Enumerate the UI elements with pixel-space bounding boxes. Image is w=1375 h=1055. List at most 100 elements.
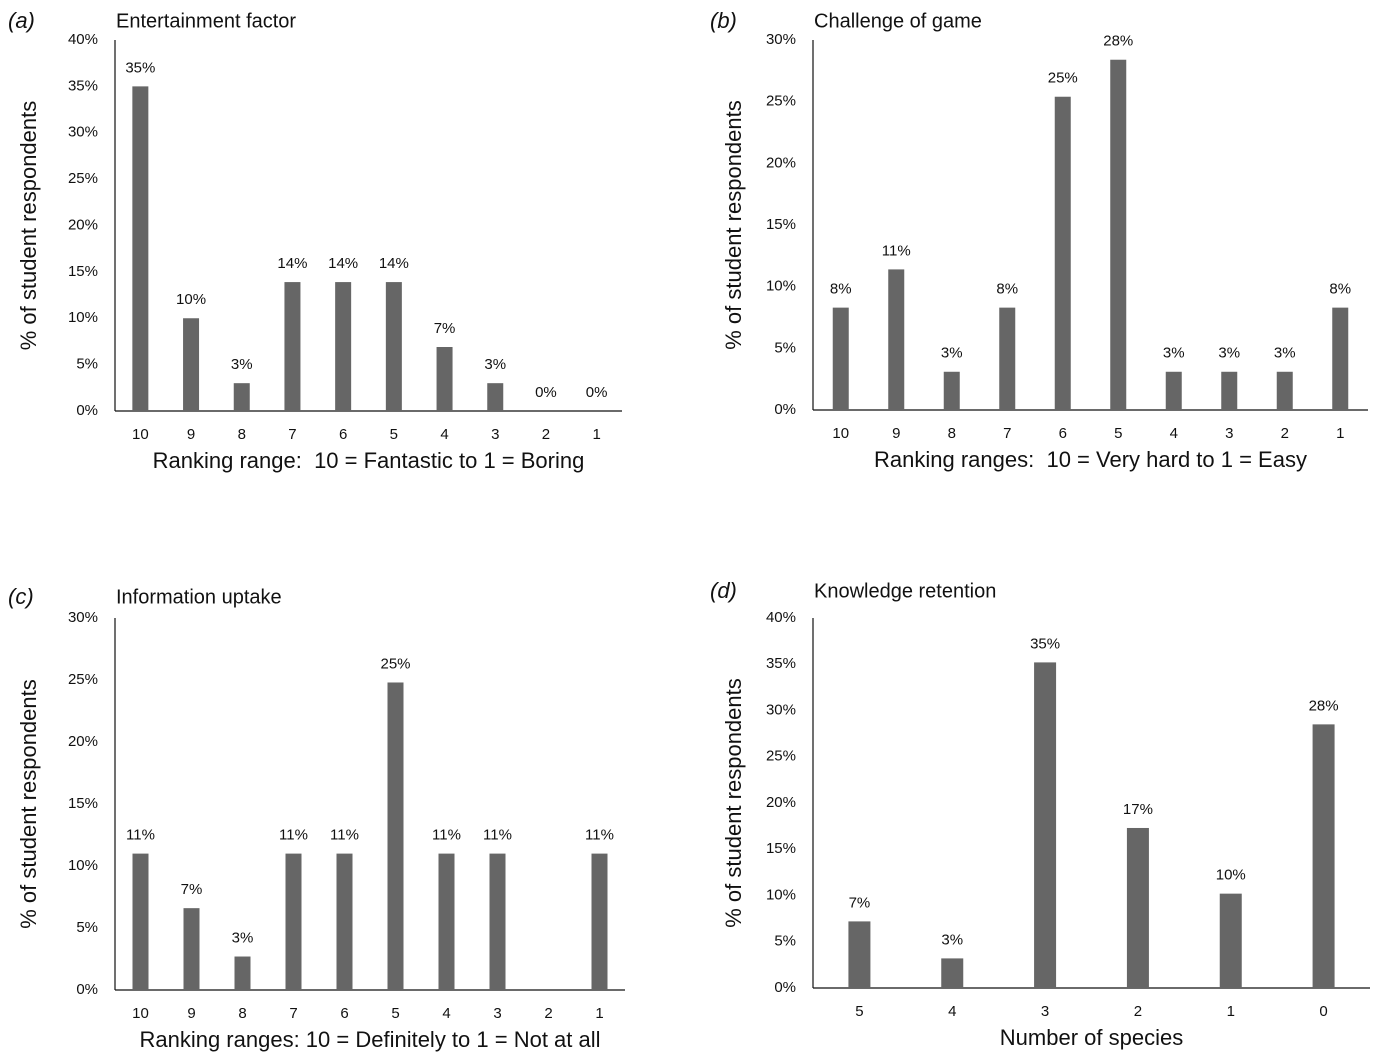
y-tick-label: 5%	[774, 933, 796, 950]
data-label: 7%	[434, 320, 456, 337]
x-tick-label: 2	[1134, 1003, 1142, 1020]
bar	[183, 318, 200, 411]
x-tick-label: 7	[288, 426, 296, 443]
bar	[1126, 827, 1149, 988]
y-tick-label: 15%	[766, 840, 796, 857]
y-tick-label: 20%	[766, 794, 796, 811]
x-axis-title: Ranking ranges: 10 = Definitely to 1 = N…	[139, 1027, 600, 1052]
data-label: 25%	[380, 655, 410, 672]
bar	[1221, 371, 1238, 410]
x-axis-title: Ranking ranges: 10 = Very hard to 1 = Ea…	[874, 447, 1307, 472]
data-label: 3%	[941, 931, 963, 948]
bar	[1312, 724, 1335, 988]
bar	[183, 908, 200, 990]
bar	[848, 921, 871, 988]
data-label: 3%	[484, 356, 506, 373]
x-tick-label: 9	[187, 1005, 195, 1022]
y-axis-title: % of student respondents	[16, 101, 41, 351]
bar	[436, 347, 453, 411]
data-label: 11%	[330, 827, 359, 844]
data-label: 8%	[830, 281, 852, 298]
chart-title: Information uptake	[116, 586, 282, 608]
y-tick-label: 10%	[766, 886, 796, 903]
y-tick-label: 0%	[76, 981, 98, 998]
x-tick-label: 10	[132, 426, 149, 443]
y-tick-label: 35%	[68, 77, 98, 94]
data-label: 28%	[1103, 33, 1133, 50]
x-tick-label: 4	[440, 426, 448, 443]
x-tick-label: 1	[1227, 1003, 1235, 1020]
y-tick-label: 15%	[68, 795, 98, 812]
bar	[385, 282, 402, 411]
x-tick-label: 2	[1281, 425, 1289, 442]
data-label: 11%	[432, 827, 461, 844]
data-label: 3%	[231, 356, 253, 373]
y-tick-label: 30%	[68, 609, 98, 626]
x-tick-label: 1	[592, 426, 600, 443]
x-tick-label: 5	[1114, 425, 1122, 442]
x-tick-label: 4	[442, 1005, 450, 1022]
bar	[387, 682, 404, 990]
y-axis-title: % of student respondents	[721, 678, 746, 928]
panel-label: (b)	[710, 8, 737, 33]
data-label: 0%	[586, 384, 608, 401]
panel-label: (d)	[710, 578, 737, 603]
data-label: 14%	[277, 255, 307, 272]
x-tick-label: 8	[238, 1005, 246, 1022]
data-label: 11%	[483, 827, 512, 844]
data-label: 3%	[232, 929, 254, 946]
y-tick-label: 15%	[766, 216, 796, 233]
y-tick-label: 0%	[76, 402, 98, 419]
data-label: 0%	[535, 384, 557, 401]
data-label: 11%	[882, 242, 911, 259]
y-tick-label: 0%	[774, 401, 796, 418]
data-label: 35%	[1030, 635, 1060, 652]
y-tick-label: 10%	[68, 857, 98, 874]
data-label: 10%	[176, 291, 206, 308]
data-label: 3%	[1274, 345, 1296, 362]
y-tick-label: 30%	[766, 31, 796, 48]
data-label: 35%	[125, 59, 155, 76]
bar	[132, 853, 149, 990]
y-tick-label: 35%	[766, 655, 796, 672]
x-tick-label: 3	[1225, 425, 1233, 442]
y-tick-label: 5%	[76, 919, 98, 936]
x-tick-label: 9	[187, 426, 195, 443]
bar	[284, 282, 301, 411]
bar	[335, 282, 352, 411]
bar	[234, 956, 251, 990]
data-label: 14%	[379, 255, 409, 272]
x-tick-label: 1	[595, 1005, 603, 1022]
x-tick-label: 4	[1170, 425, 1178, 442]
bar	[1034, 662, 1057, 988]
data-label: 11%	[126, 827, 155, 844]
bar	[1165, 371, 1182, 410]
y-tick-label: 25%	[68, 170, 98, 187]
data-label: 17%	[1123, 801, 1153, 818]
y-tick-label: 40%	[68, 31, 98, 48]
y-tick-label: 25%	[766, 748, 796, 765]
y-tick-label: 5%	[774, 339, 796, 356]
data-label: 14%	[328, 255, 358, 272]
x-axis-title: Ranking range: 10 = Fantastic to 1 = Bor…	[153, 448, 585, 473]
y-tick-label: 0%	[774, 979, 796, 996]
data-label: 11%	[279, 827, 308, 844]
bar	[438, 853, 455, 990]
bar	[1054, 96, 1071, 410]
data-label: 28%	[1309, 697, 1339, 714]
y-axis-title: % of student respondents	[721, 100, 746, 350]
y-tick-label: 25%	[68, 671, 98, 688]
x-tick-label: 3	[491, 426, 499, 443]
data-label: 8%	[996, 281, 1018, 298]
bar	[832, 307, 849, 410]
x-tick-label: 10	[132, 1005, 149, 1022]
data-label: 7%	[181, 881, 203, 898]
bar	[336, 853, 353, 990]
y-tick-label: 10%	[68, 309, 98, 326]
bar	[888, 269, 905, 410]
bar	[489, 853, 506, 990]
data-label: 3%	[1163, 345, 1185, 362]
x-tick-label: 10	[832, 425, 849, 442]
y-tick-label: 40%	[766, 609, 796, 626]
data-label: 11%	[585, 827, 614, 844]
